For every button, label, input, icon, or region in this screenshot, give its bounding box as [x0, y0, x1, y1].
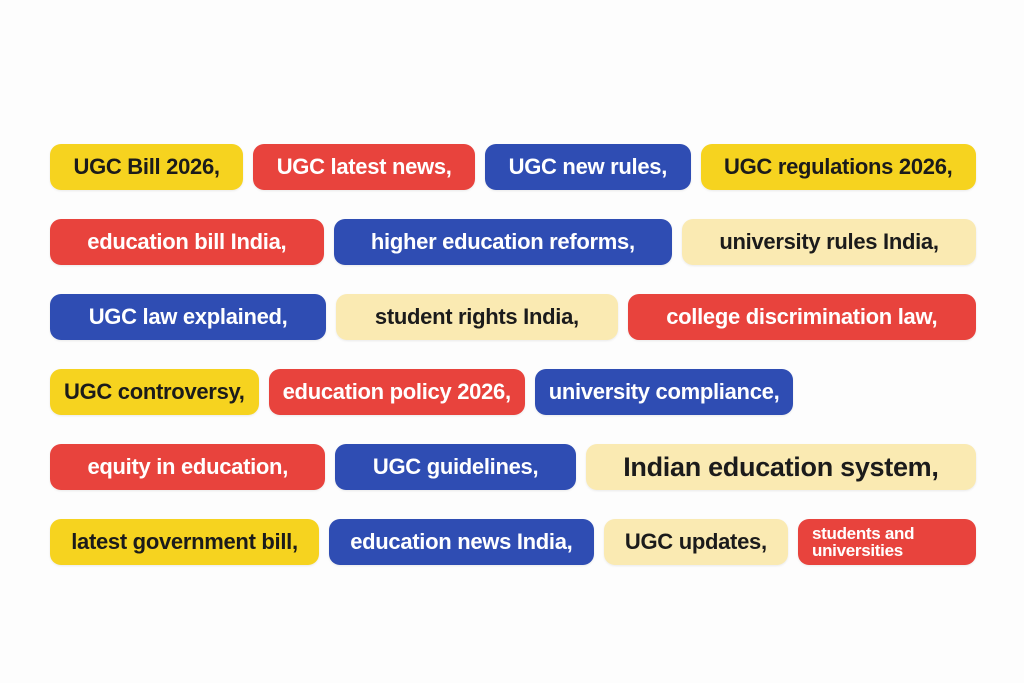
tag: education news India,	[329, 519, 594, 565]
tag: UGC regulations 2026,	[700, 144, 976, 190]
tag: higher education reforms,	[333, 219, 673, 265]
tag: UGC updates,	[603, 519, 788, 565]
tag-row: education bill India, higher education re…	[50, 219, 976, 265]
tag: university rules India,	[682, 219, 976, 265]
tag-row: UGC Bill 2026, UGC latest news, UGC new ru…	[50, 144, 976, 190]
tag: UGC latest news,	[253, 144, 476, 190]
tag: latest government bill,	[50, 519, 319, 565]
tag: UGC Bill 2026,	[50, 144, 244, 190]
tag: college discrimination law,	[627, 294, 976, 340]
tag-cloud: UGC Bill 2026, UGC latest news, UGC new ru…	[50, 144, 977, 565]
tag: education policy 2026,	[268, 369, 525, 415]
tag-row: UGC controversy, education policy 2026, un…	[50, 369, 976, 415]
tag: UGC law explained,	[50, 294, 327, 340]
tag-row: latest government bill, education news In…	[50, 519, 976, 565]
tag: university compliance,	[534, 369, 794, 415]
tag: UGC controversy,	[50, 369, 259, 415]
tag: Indian education system,	[585, 444, 977, 490]
tag: equity in education,	[50, 444, 326, 490]
tag: students and universities	[797, 519, 976, 565]
tag: student rights India,	[336, 294, 618, 340]
tag: education bill India,	[50, 219, 324, 265]
tag: UGC guidelines,	[335, 444, 576, 490]
tag: UGC new rules,	[485, 144, 691, 190]
tag-row: UGC law explained, student rights India, c…	[50, 294, 976, 340]
tag-row: equity in education, UGC guidelines, India…	[50, 444, 977, 490]
